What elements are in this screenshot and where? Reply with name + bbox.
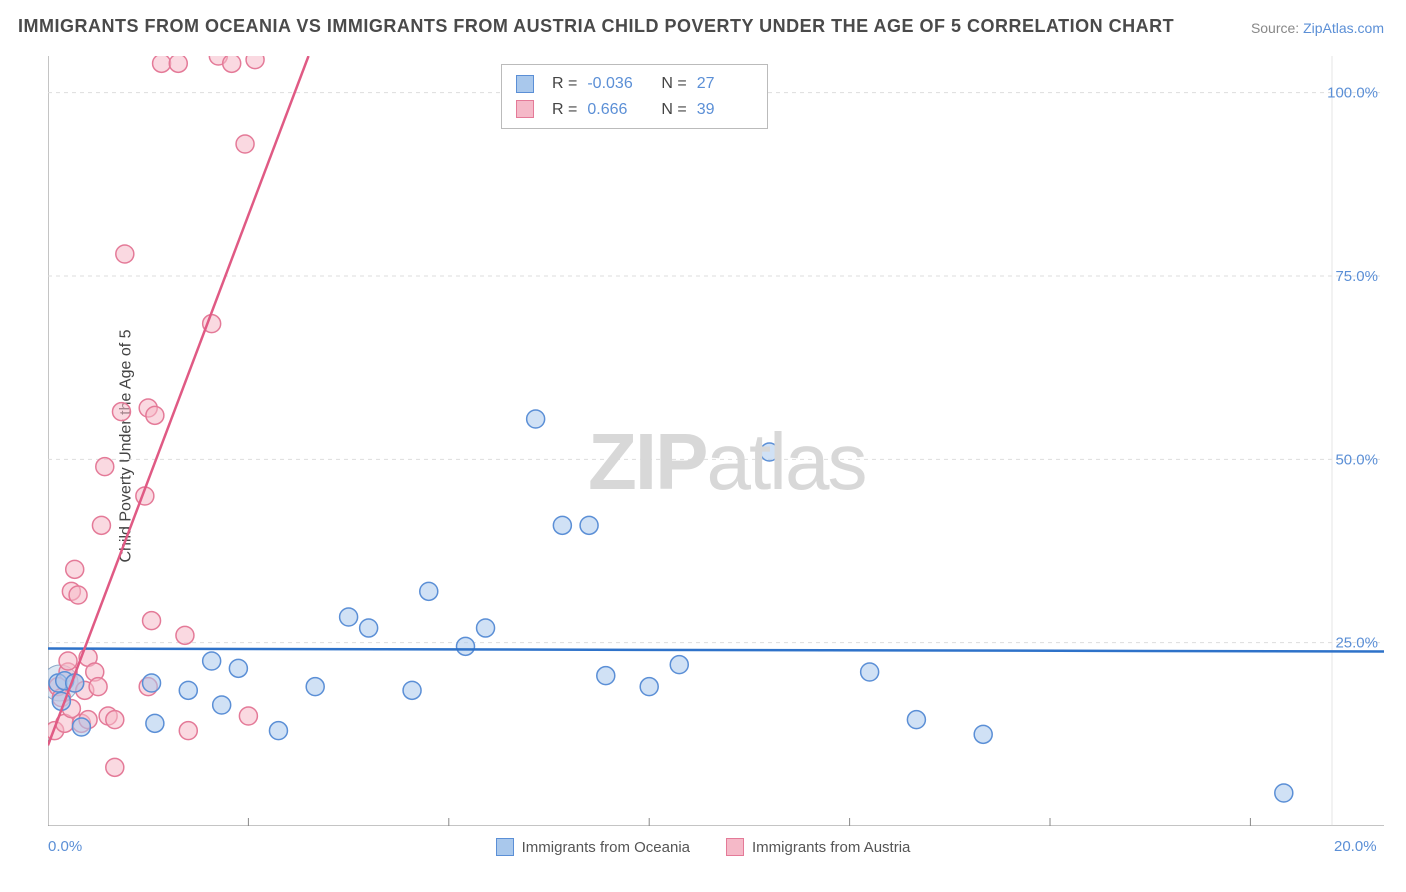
bottom-legend: Immigrants from Oceania Immigrants from A…	[0, 838, 1406, 861]
data-point	[179, 681, 197, 699]
legend-label: Immigrants from Austria	[752, 839, 910, 856]
y-tick-label: 75.0%	[1335, 268, 1378, 285]
data-point	[96, 458, 114, 476]
data-point	[146, 406, 164, 424]
legend-swatch	[516, 75, 534, 93]
legend-swatch	[726, 838, 744, 856]
data-point	[146, 714, 164, 732]
data-point	[670, 656, 688, 674]
data-point	[59, 652, 77, 670]
legend-swatch	[516, 100, 534, 118]
data-point	[223, 56, 241, 72]
r-label: R =	[552, 97, 577, 123]
r-label: R =	[552, 71, 577, 97]
data-point	[213, 696, 231, 714]
data-point	[457, 637, 475, 655]
plot-svg: 25.0% 50.0% 75.0% 100.0%	[48, 56, 1384, 826]
scatter-plot: 25.0% 50.0% 75.0% 100.0% R = -0.036 N = 27 R = 0…	[48, 56, 1384, 826]
trend-line	[48, 649, 1384, 652]
data-point	[116, 245, 134, 263]
y-tick-label: 50.0%	[1335, 451, 1378, 468]
data-point	[72, 718, 90, 736]
y-tick-label: 100.0%	[1327, 85, 1378, 102]
data-point	[553, 516, 571, 534]
source-link[interactable]: ZipAtlas.com	[1303, 20, 1384, 36]
correlation-stats-box: R = -0.036 N = 27 R = 0.666 N = 39	[501, 64, 768, 129]
data-point	[360, 619, 378, 637]
r-value: -0.036	[587, 71, 643, 97]
n-label: N =	[661, 97, 686, 123]
data-point	[580, 516, 598, 534]
data-point	[246, 56, 264, 69]
legend-label: Immigrants from Oceania	[522, 839, 690, 856]
data-point	[143, 674, 161, 692]
r-value: 0.666	[587, 97, 643, 123]
data-point	[239, 707, 257, 725]
n-label: N =	[661, 71, 686, 97]
data-point	[203, 652, 221, 670]
data-point	[527, 410, 545, 428]
data-point	[169, 56, 187, 72]
data-point	[403, 681, 421, 699]
data-point	[143, 612, 161, 630]
n-value: 27	[697, 71, 753, 97]
chart-title: IMMIGRANTS FROM OCEANIA VS IMMIGRANTS FR…	[18, 16, 1174, 37]
data-point	[69, 586, 87, 604]
data-point	[153, 56, 171, 72]
data-point	[112, 403, 130, 421]
data-point	[106, 711, 124, 729]
data-point	[760, 443, 778, 461]
data-point	[269, 722, 287, 740]
data-point	[106, 758, 124, 776]
data-point	[92, 516, 110, 534]
stats-row: R = 0.666 N = 39	[516, 97, 753, 123]
source-label: Source: ZipAtlas.com	[1251, 20, 1384, 36]
legend-item: Immigrants from Austria	[726, 838, 910, 856]
data-point	[907, 711, 925, 729]
data-point	[229, 659, 247, 677]
data-point	[236, 135, 254, 153]
legend-swatch	[496, 838, 514, 856]
data-point	[1275, 784, 1293, 802]
data-point	[597, 667, 615, 685]
data-point	[179, 722, 197, 740]
source-prefix: Source:	[1251, 20, 1299, 36]
data-point	[66, 560, 84, 578]
data-point	[640, 678, 658, 696]
data-point	[477, 619, 495, 637]
data-point	[306, 678, 324, 696]
data-point	[861, 663, 879, 681]
data-point	[89, 678, 107, 696]
data-point	[974, 725, 992, 743]
data-point	[340, 608, 358, 626]
y-tick-label: 25.0%	[1335, 635, 1378, 652]
data-point	[176, 626, 194, 644]
legend-item: Immigrants from Oceania	[496, 838, 690, 856]
n-value: 39	[697, 97, 753, 123]
stats-row: R = -0.036 N = 27	[516, 71, 753, 97]
data-point	[420, 582, 438, 600]
